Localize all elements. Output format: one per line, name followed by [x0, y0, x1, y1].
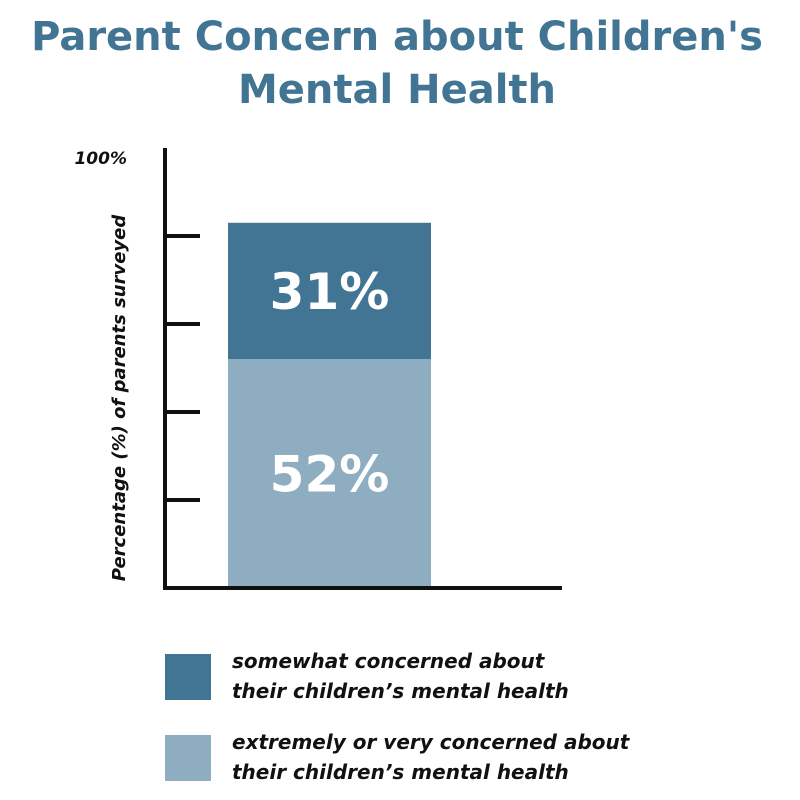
- legend-swatch-1: [165, 654, 211, 700]
- legend-label-2-line-2: their children’s mental health: [232, 760, 569, 784]
- legend-swatch-2: [165, 735, 211, 781]
- chart-title-line-1: Parent Concern about Children's: [31, 14, 763, 60]
- legend-label-1-line-2: their children’s mental health: [232, 679, 569, 703]
- bar-data-label-2: 31%: [270, 263, 390, 321]
- y-tick-label-100: 100%: [74, 149, 127, 169]
- plot-area: 52% 31%: [163, 148, 562, 590]
- chart-title-line-2: Mental Health: [238, 67, 556, 113]
- y-axis-label: Percentage (%) of parents surveyed: [109, 214, 130, 582]
- legend-label-1-line-1: somewhat concerned about: [232, 649, 546, 673]
- legend-label-2-line-1: extremely or very concerned about: [232, 730, 631, 754]
- bar-segment-1: [228, 359, 431, 588]
- bar-data-label-1: 52%: [270, 446, 390, 504]
- legend: somewhat concerned about their children’s…: [165, 649, 631, 784]
- bar-segment-2: [228, 222, 431, 360]
